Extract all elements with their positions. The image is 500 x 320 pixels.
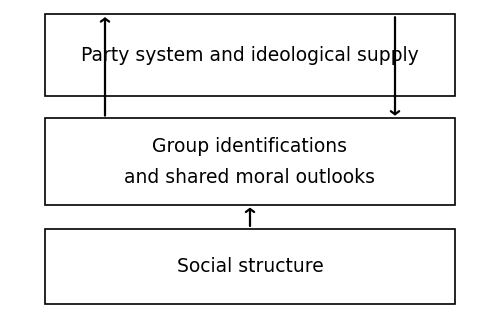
Text: Party system and ideological supply: Party system and ideological supply <box>81 46 419 65</box>
Bar <box>45 229 455 304</box>
Bar <box>45 14 455 96</box>
Text: Social structure: Social structure <box>176 257 324 276</box>
Bar <box>45 118 455 205</box>
Text: Group identifications
and shared moral outlooks: Group identifications and shared moral o… <box>124 137 376 187</box>
